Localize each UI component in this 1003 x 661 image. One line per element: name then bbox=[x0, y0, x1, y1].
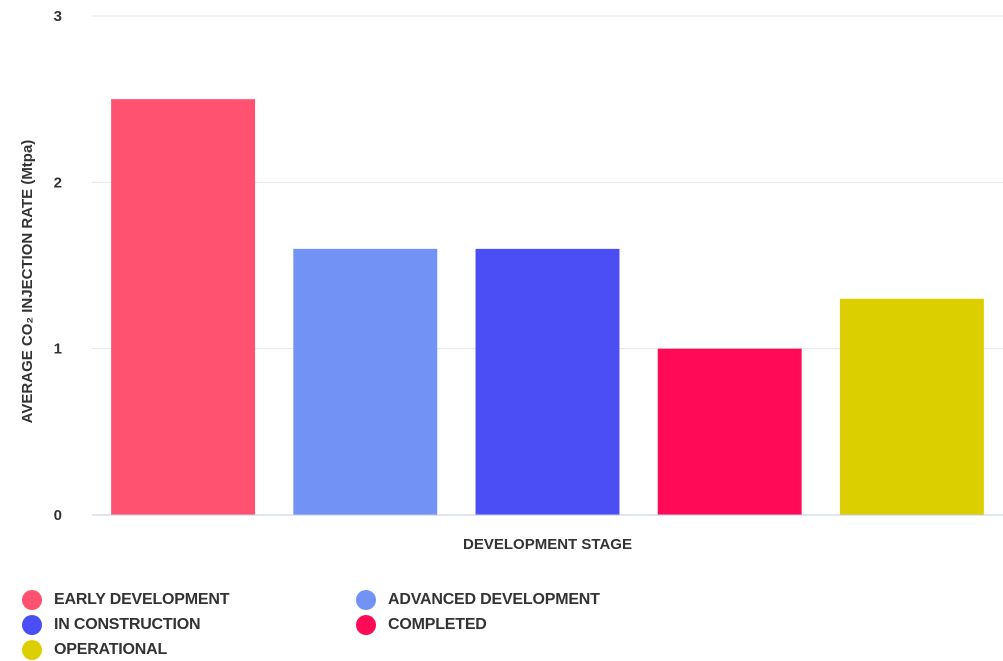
legend-label: OPERATIONAL bbox=[54, 641, 168, 658]
bar-operational bbox=[839, 298, 984, 515]
x-axis-title: DEVELOPMENT STAGE bbox=[463, 536, 632, 553]
legend-item[interactable]: ADVANCED DEVELOPMENT bbox=[356, 589, 600, 611]
y-tick-label: 3 bbox=[54, 8, 62, 25]
legend-item[interactable]: IN CONSTRUCTION bbox=[22, 614, 201, 636]
legend-item[interactable]: EARLY DEVELOPMENT bbox=[22, 589, 230, 611]
y-axis-title: AVERAGE CO₂ INJECTION RATE (Mtpa) bbox=[19, 140, 36, 424]
bar-completed bbox=[657, 348, 802, 515]
legend-swatch bbox=[22, 590, 42, 610]
bar-advanced-development bbox=[293, 248, 438, 515]
legend-label: ADVANCED DEVELOPMENT bbox=[388, 591, 600, 608]
bar-in-construction bbox=[475, 248, 620, 515]
bar-early-development bbox=[111, 99, 256, 516]
legend-label: EARLY DEVELOPMENT bbox=[54, 591, 230, 608]
legend-label: COMPLETED bbox=[388, 616, 487, 633]
legend-swatch bbox=[22, 615, 42, 635]
y-axis-ticks: 0 1 2 3 bbox=[54, 8, 62, 524]
legend-swatch bbox=[22, 640, 42, 660]
legend-item[interactable]: OPERATIONAL bbox=[22, 639, 167, 661]
y-tick-label: 1 bbox=[54, 341, 62, 358]
bars bbox=[111, 99, 984, 516]
y-tick-label: 2 bbox=[54, 174, 62, 191]
legend-swatch bbox=[356, 590, 376, 610]
legend-item[interactable]: COMPLETED bbox=[356, 614, 487, 636]
y-tick-label: 0 bbox=[54, 507, 62, 524]
bar-chart: 0 1 2 3 DEVELOPMENT STAGE AVERAGE CO₂ INJEC… bbox=[19, 8, 1003, 553]
legend-swatch bbox=[356, 615, 376, 635]
legend-label: IN CONSTRUCTION bbox=[54, 616, 201, 633]
